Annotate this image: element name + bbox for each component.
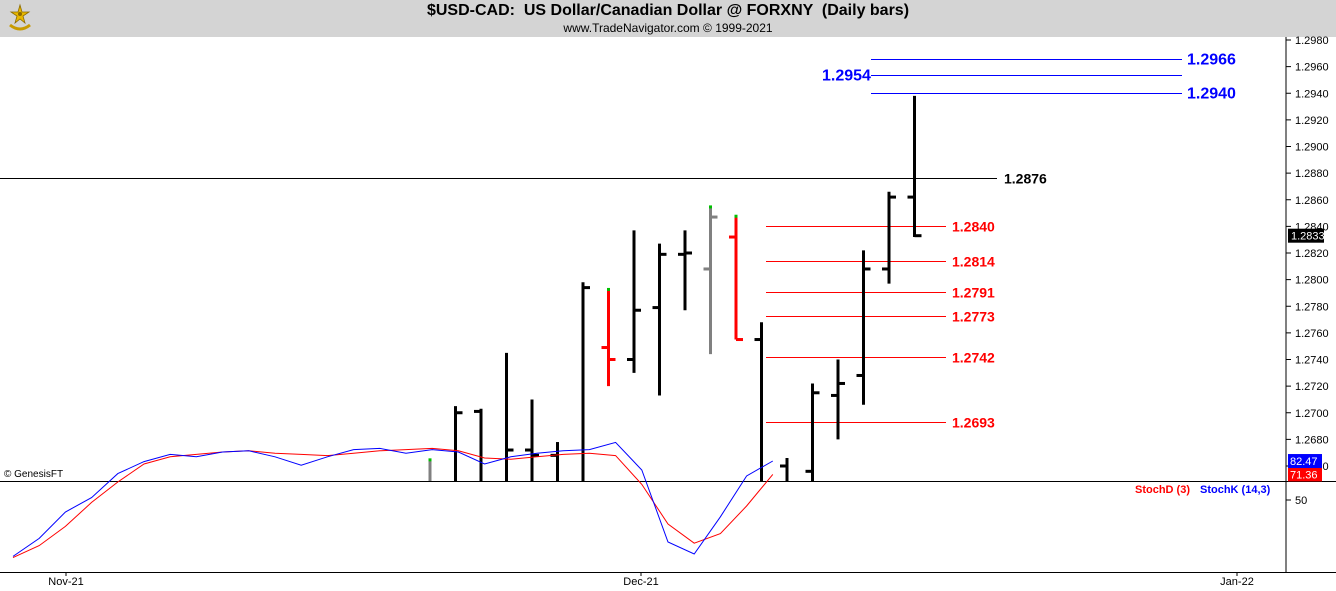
level-label: 1.2966 [1187, 52, 1236, 69]
y-tick-label: 1.2680 [1295, 434, 1329, 446]
level-label: 1.2954 [822, 68, 871, 85]
y-tick-label: 1.2740 [1295, 355, 1329, 367]
level-label: 1.2876 [1004, 171, 1047, 187]
x-axis-area [0, 572, 1336, 591]
x-tick-label: Dec-21 [623, 576, 658, 588]
level-label: 1.2840 [952, 219, 995, 235]
y-tick-label: 1.2860 [1295, 195, 1329, 207]
y-axis-area [1286, 37, 1336, 572]
level-label: 1.2693 [952, 415, 995, 431]
level-label: 1.2742 [952, 350, 995, 366]
high-marker [709, 205, 712, 209]
level-label: 1.2773 [952, 309, 995, 325]
y-tick-label: 1.2900 [1295, 142, 1329, 154]
y-tick-label: 1.2980 [1295, 35, 1329, 47]
last-price-box [1288, 228, 1324, 243]
high-marker [428, 458, 432, 462]
y-tick-label: 1.2920 [1295, 115, 1329, 127]
osc-tick-label: 50 [1295, 495, 1307, 507]
y-tick-label: 1.2820 [1295, 248, 1329, 260]
level-label: 1.2791 [952, 285, 995, 301]
stoch-value-label: 82.47 [1290, 456, 1318, 468]
y-tick-label: 1.2880 [1295, 168, 1329, 180]
stoch-value-box [1288, 467, 1322, 482]
legend-stochd: StochD (3) [1135, 484, 1190, 496]
y-tick-label: 1.2700 [1295, 408, 1329, 420]
y-tick-label: 1.2800 [1295, 275, 1329, 287]
high-marker [607, 287, 610, 291]
high-marker [734, 214, 738, 218]
stoch-value-label: 71.36 [1290, 469, 1318, 481]
y-tick-label: 1.2760 [1295, 328, 1329, 340]
y-tick-label: 1.2720 [1295, 381, 1329, 393]
price-plot-area [0, 37, 1286, 481]
level-label: 1.2814 [952, 254, 995, 270]
chart-subtitle: www.TradeNavigator.com © 1999-2021 [563, 21, 773, 35]
genesis-logo-icon [4, 3, 36, 33]
y-tick-label: 1.2940 [1295, 88, 1329, 100]
y-tick-label: 1.2960 [1295, 62, 1329, 74]
chart-title: $USD-CAD: US Dollar/Canadian Dollar @ FO… [426, 2, 910, 19]
stoch-line [12, 441, 774, 557]
y-tick-label: 1.2780 [1295, 301, 1329, 313]
level-label: 1.2940 [1187, 86, 1236, 103]
x-tick-label: Nov-21 [48, 576, 83, 588]
chart-header: $USD-CAD: US Dollar/Canadian Dollar @ FO… [0, 0, 1286, 37]
copyright-label: © GenesisFT [4, 469, 64, 480]
oscillator-plot-area [0, 481, 1286, 572]
stoch-line [12, 447, 774, 559]
x-tick-label: Jan-22 [1220, 576, 1254, 588]
stoch-value-box [1288, 454, 1322, 469]
last-price-label: 1.2833 [1291, 231, 1325, 243]
legend-stochk: StochK (14,3) [1200, 484, 1271, 496]
